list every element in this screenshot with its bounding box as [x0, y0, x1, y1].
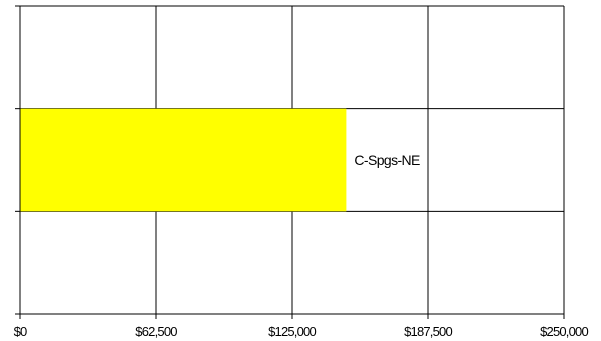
x-tick-label: $250,000 — [540, 324, 588, 339]
x-tick-label: $125,000 — [268, 324, 316, 339]
bar-label: C-Spgs-NE — [354, 152, 420, 168]
x-tick-label: $0 — [14, 324, 27, 339]
axes — [15, 5, 565, 319]
x-tick-labels: $0 $62,500 $125,000 $187,500 $250,000 — [14, 324, 590, 339]
bar — [20, 108, 347, 212]
bars: C-Spgs-NE — [20, 108, 421, 212]
x-tick-label: $62,500 — [135, 324, 177, 339]
x-tick-label: $187,500 — [404, 324, 452, 339]
